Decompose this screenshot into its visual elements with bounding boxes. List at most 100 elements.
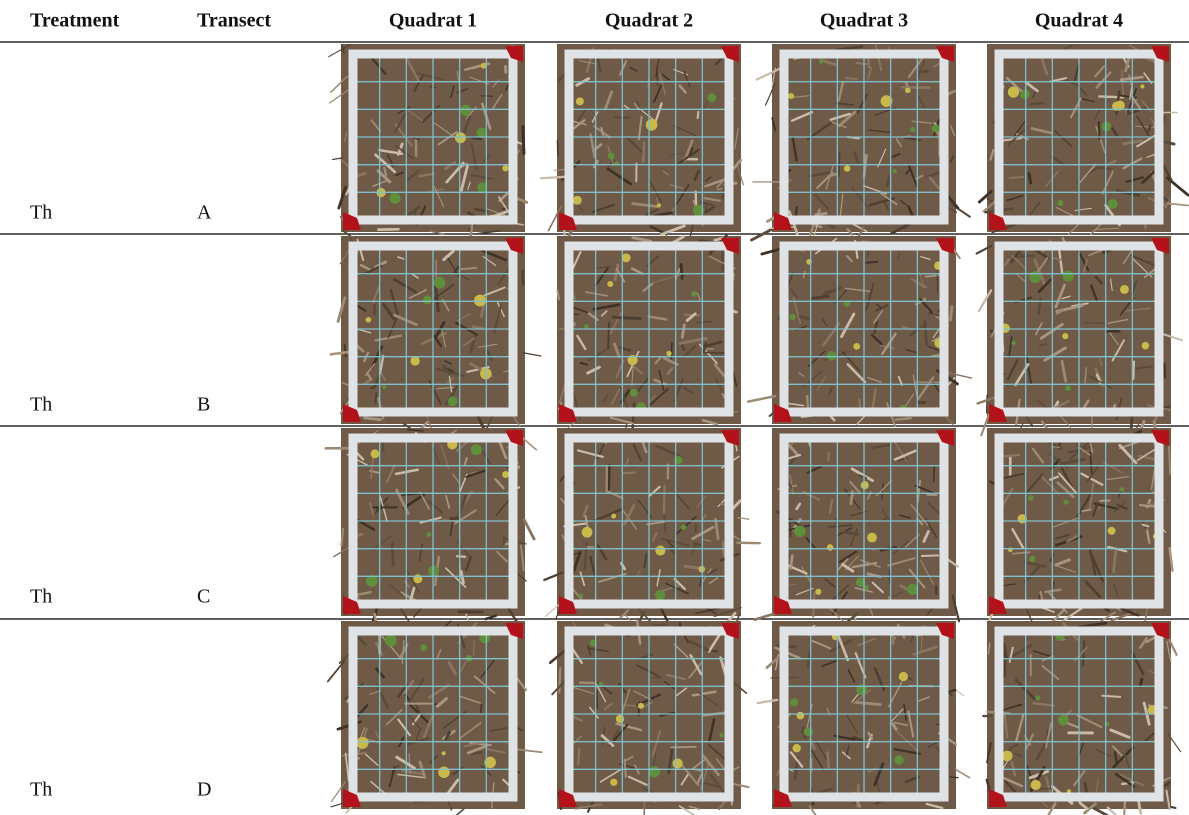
litter bbox=[826, 605, 846, 624]
litter bbox=[989, 148, 995, 161]
frame bbox=[994, 49, 1164, 225]
litter bbox=[422, 713, 435, 739]
litter bbox=[1122, 249, 1134, 265]
frame bbox=[348, 433, 518, 609]
frame bbox=[564, 49, 734, 225]
litter bbox=[1025, 355, 1032, 385]
litter bbox=[814, 193, 829, 210]
litter bbox=[827, 451, 830, 462]
litter bbox=[1006, 359, 1019, 381]
red-tag bbox=[721, 623, 739, 639]
column-header: Quadrat 3 bbox=[820, 10, 908, 32]
litter bbox=[679, 763, 700, 787]
litter bbox=[845, 744, 850, 756]
litter bbox=[345, 806, 353, 814]
litter bbox=[406, 428, 424, 432]
litter bbox=[413, 74, 425, 92]
litter bbox=[702, 538, 712, 542]
litter bbox=[798, 372, 805, 377]
litter bbox=[801, 566, 812, 584]
litter bbox=[597, 573, 627, 583]
litter bbox=[337, 185, 348, 210]
leaf bbox=[1062, 333, 1069, 340]
red-tag bbox=[343, 596, 361, 614]
litter bbox=[613, 342, 621, 359]
litter bbox=[1054, 399, 1070, 409]
litter bbox=[1004, 258, 1010, 267]
litter bbox=[877, 148, 887, 168]
litter bbox=[1114, 772, 1136, 788]
litter bbox=[1088, 375, 1113, 389]
litter bbox=[447, 660, 457, 675]
litter bbox=[441, 329, 447, 348]
leaf bbox=[426, 532, 432, 537]
litter bbox=[647, 388, 669, 408]
litter bbox=[890, 153, 901, 159]
litter bbox=[1084, 580, 1102, 599]
litter bbox=[1081, 508, 1092, 513]
litter bbox=[1083, 322, 1106, 324]
litter bbox=[379, 496, 388, 522]
litter bbox=[1045, 776, 1052, 794]
litter bbox=[704, 178, 727, 188]
litter bbox=[374, 260, 387, 269]
litter bbox=[704, 782, 721, 789]
litter bbox=[600, 734, 615, 747]
litter bbox=[654, 102, 663, 123]
litter bbox=[680, 772, 690, 786]
leaf bbox=[1112, 101, 1122, 111]
leaf bbox=[645, 119, 658, 131]
litter bbox=[427, 500, 443, 514]
litter bbox=[459, 721, 482, 740]
leaf bbox=[1029, 271, 1042, 283]
leaf bbox=[1001, 750, 1013, 762]
cell-text: A bbox=[197, 202, 212, 224]
frame bbox=[779, 626, 949, 802]
litter bbox=[629, 66, 638, 72]
litter bbox=[421, 104, 441, 123]
red-tag bbox=[343, 789, 361, 807]
leaf bbox=[460, 104, 472, 116]
litter bbox=[907, 163, 919, 188]
red-tag bbox=[936, 623, 954, 639]
litter bbox=[750, 226, 776, 242]
litter bbox=[1118, 443, 1138, 465]
litter bbox=[811, 639, 832, 650]
red-tag bbox=[559, 596, 577, 614]
litter bbox=[332, 157, 344, 161]
litter bbox=[1074, 207, 1092, 212]
quadrat-photo bbox=[975, 236, 1183, 449]
litter bbox=[899, 199, 908, 206]
litter bbox=[366, 372, 373, 381]
litter bbox=[649, 180, 663, 203]
litter bbox=[891, 722, 898, 731]
litter bbox=[1094, 108, 1101, 120]
litter bbox=[371, 57, 387, 76]
leaf bbox=[796, 711, 805, 720]
litter bbox=[666, 366, 674, 376]
litter bbox=[928, 176, 940, 190]
litter bbox=[790, 110, 814, 122]
leaf bbox=[826, 351, 837, 361]
red-tag bbox=[559, 212, 577, 230]
litter bbox=[696, 773, 703, 786]
litter bbox=[918, 696, 930, 702]
litter bbox=[1113, 500, 1127, 513]
litter bbox=[683, 564, 699, 570]
litter bbox=[870, 333, 883, 346]
litter bbox=[923, 319, 929, 347]
litter bbox=[601, 394, 609, 404]
litter bbox=[683, 345, 697, 357]
frame bbox=[994, 241, 1164, 417]
litter bbox=[594, 266, 609, 287]
litter bbox=[449, 516, 459, 521]
litter bbox=[857, 474, 868, 480]
leaf bbox=[611, 513, 617, 519]
litter bbox=[912, 374, 918, 397]
litter bbox=[828, 386, 834, 396]
litter bbox=[1107, 318, 1129, 324]
litter bbox=[691, 757, 708, 771]
litter bbox=[1081, 98, 1095, 103]
litter bbox=[888, 591, 904, 600]
leaf bbox=[907, 583, 919, 595]
